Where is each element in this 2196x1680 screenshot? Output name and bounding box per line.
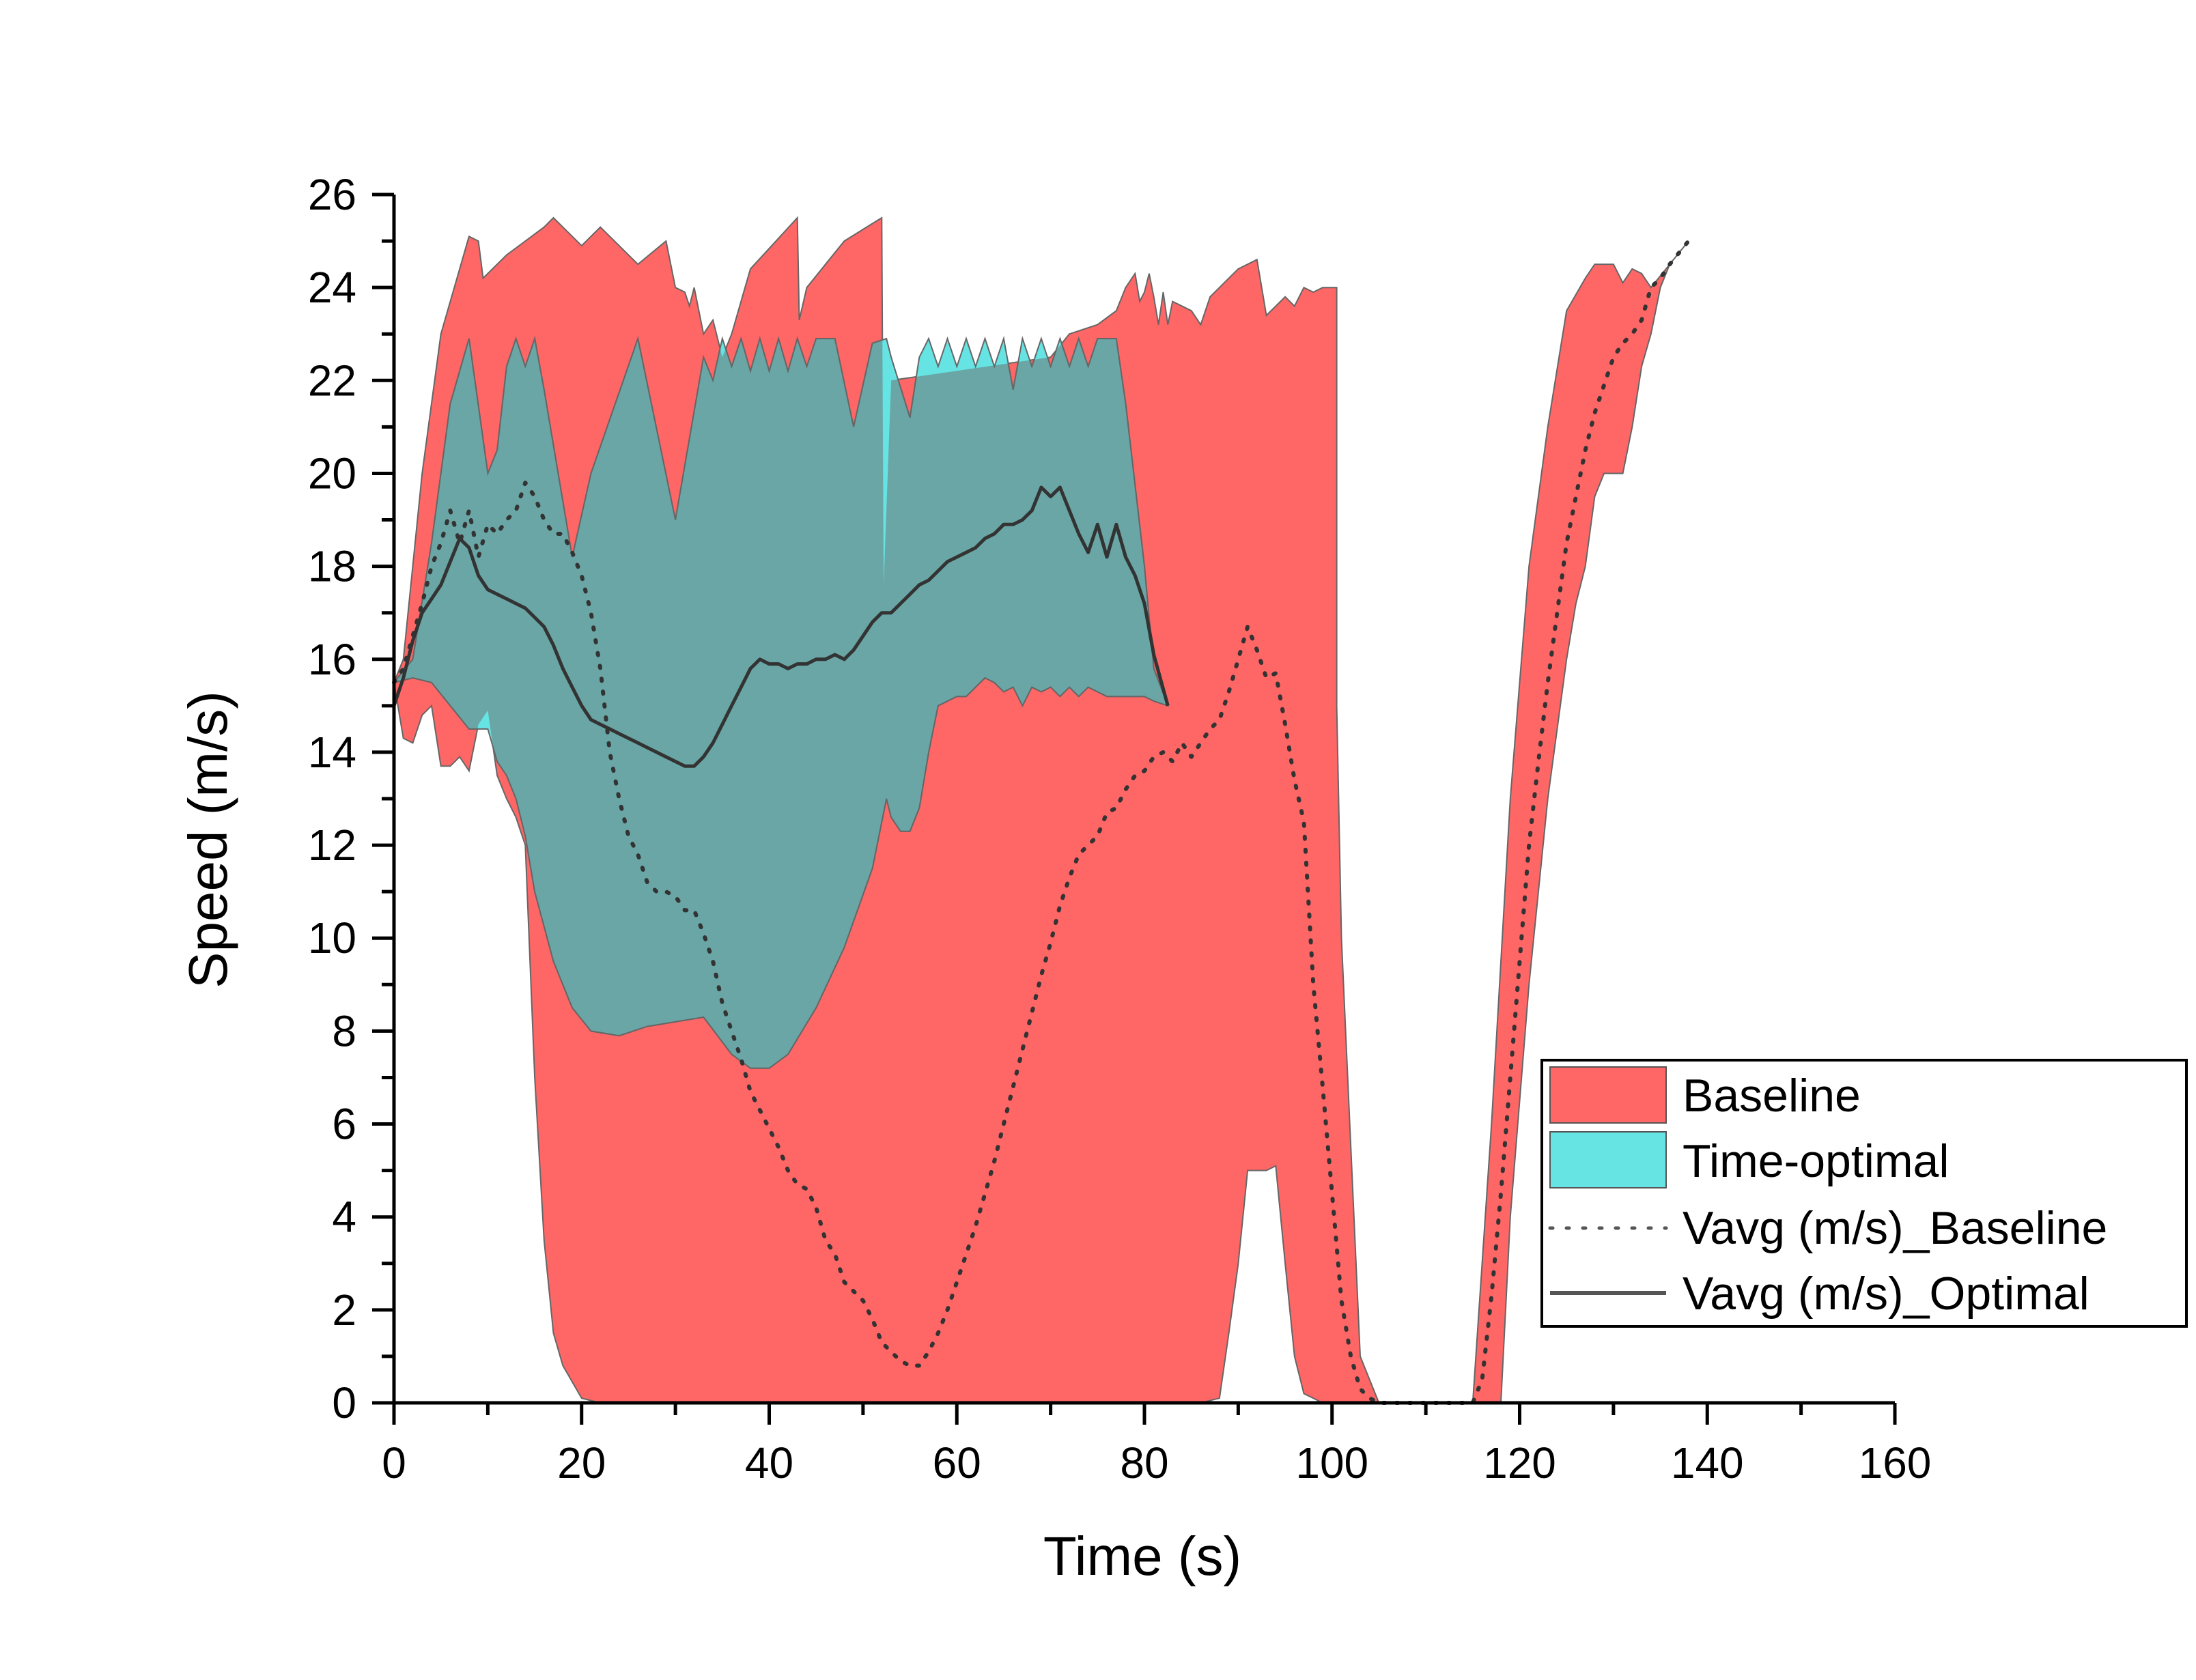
legend-label-vavg-optimal: Vavg (m/s)_Optimal (1683, 1268, 2089, 1320)
legend-label-time-optimal: Time-optimal (1683, 1135, 1949, 1187)
y-tick-label: 22 (308, 356, 356, 405)
x-tick-label: 20 (557, 1438, 606, 1487)
y-tick-label: 6 (332, 1100, 356, 1149)
x-tick-label: 80 (1120, 1438, 1168, 1487)
y-tick-label: 0 (332, 1378, 356, 1427)
y-tick-label: 12 (308, 821, 356, 870)
legend: Baseline Time-optimal Vavg (m/s)_Baselin… (1540, 1059, 2188, 1328)
y-tick-label: 26 (308, 170, 356, 219)
x-tick-label: 160 (1859, 1438, 1932, 1487)
axes: 0 20 40 60 80 100 120 140 160 024681012141618202… (308, 170, 1932, 1487)
overlap-area (394, 336, 1169, 1069)
y-tick-label: 18 (308, 542, 356, 591)
y-tick-label: 20 (308, 449, 356, 498)
y-tick-label: 4 (332, 1193, 356, 1242)
legend-swatch-time-optimal (1549, 1131, 1667, 1188)
x-tick-label: 0 (382, 1438, 406, 1487)
x-tick-label: 120 (1483, 1438, 1556, 1487)
y-tick-label: 24 (308, 263, 356, 312)
x-tick-label: 140 (1671, 1438, 1744, 1487)
y-tick-label: 8 (332, 1006, 356, 1055)
x-axis-ticks: 0 20 40 60 80 100 120 140 160 (382, 1403, 1931, 1487)
x-tick-label: 100 (1295, 1438, 1368, 1487)
legend-label-vavg-baseline: Vavg (m/s)_Baseline (1683, 1202, 2107, 1254)
y-tick-label: 2 (332, 1285, 356, 1335)
vavg-optimal-line (392, 485, 1170, 768)
y-axis-title: Speed (m/s) (178, 691, 238, 988)
band-areas (392, 216, 1689, 1404)
y-tick-label: 14 (308, 728, 356, 777)
x-axis-title: Time (s) (1043, 1526, 1241, 1586)
legend-label-baseline: Baseline (1683, 1070, 1861, 1122)
y-tick-label: 10 (308, 913, 356, 963)
average-lines (392, 239, 1691, 1405)
vavg-baseline-line (392, 239, 1691, 1405)
legend-swatch-baseline (1549, 1066, 1667, 1124)
y-tick-label: 16 (308, 635, 356, 684)
x-tick-label: 60 (933, 1438, 981, 1487)
x-tick-label: 40 (745, 1438, 793, 1487)
